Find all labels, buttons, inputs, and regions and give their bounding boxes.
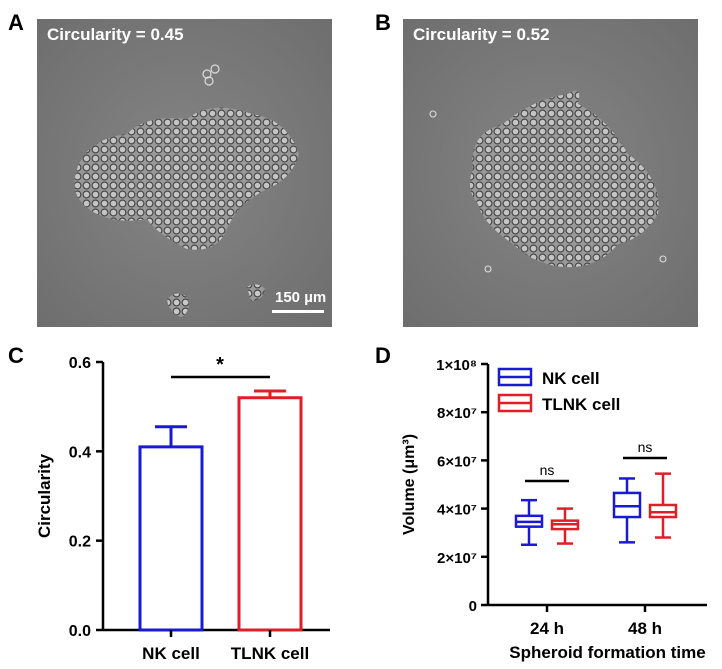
y-tick-label: 0.4 xyxy=(69,444,91,461)
y-tick-label: 0.2 xyxy=(69,534,91,551)
panel-letter-c: C xyxy=(8,343,24,368)
micrograph-b-image xyxy=(403,19,698,327)
x-axis-label: Spheroid formation time xyxy=(509,643,705,662)
legend-label: NK cell xyxy=(542,369,600,388)
y-axis-label: Circularity xyxy=(35,453,54,538)
y-tick-label: 1×10⁸ xyxy=(436,357,477,374)
micrograph-a: Circularity = 0.45 150 µm xyxy=(37,19,332,327)
y-tick-label: 2×10⁷ xyxy=(437,550,477,567)
bar xyxy=(237,396,303,632)
chart-d: 0 2×10⁷ 4×10⁷ 6×10⁷ 8×10⁷ 1×10⁸ Volume (μm³) 24… xyxy=(401,357,707,662)
y-tick-label: 6×10⁷ xyxy=(437,453,477,470)
significance-label: ns xyxy=(638,439,653,455)
y-tick-label: 0 xyxy=(469,598,477,615)
micrograph-a-image xyxy=(37,19,332,327)
bar xyxy=(138,445,204,632)
x-tick-label: NK cell xyxy=(142,644,200,663)
circularity-label-a: Circularity = 0.45 xyxy=(47,25,184,44)
chart-c: 0.0 0.2 0.4 0.6 Circularity NK cell TLNK cell * xyxy=(35,354,330,663)
panel-letter-a: A xyxy=(8,10,24,35)
circularity-label-b: Circularity = 0.52 xyxy=(413,25,550,44)
x-tick-label: TLNK cell xyxy=(231,644,309,663)
significance-label: ns xyxy=(540,462,555,478)
y-tick-label: 8×10⁷ xyxy=(437,405,477,422)
y-tick-label: 0.6 xyxy=(69,355,91,372)
y-tick-label: 0.0 xyxy=(69,623,91,640)
legend-label: TLNK cell xyxy=(542,395,620,414)
x-tick-label: 48 h xyxy=(628,619,662,638)
panel-letter-b: B xyxy=(375,10,391,35)
y-axis-label: Volume (μm³) xyxy=(401,434,418,535)
scalebar-label: 150 µm xyxy=(275,289,327,306)
micrograph-b: Circularity = 0.52 xyxy=(403,19,698,327)
panel-letter-d: D xyxy=(375,343,391,368)
x-tick-label: 24 h xyxy=(530,619,564,638)
y-tick-label: 4×10⁷ xyxy=(437,502,477,519)
significance-label: * xyxy=(216,354,224,376)
